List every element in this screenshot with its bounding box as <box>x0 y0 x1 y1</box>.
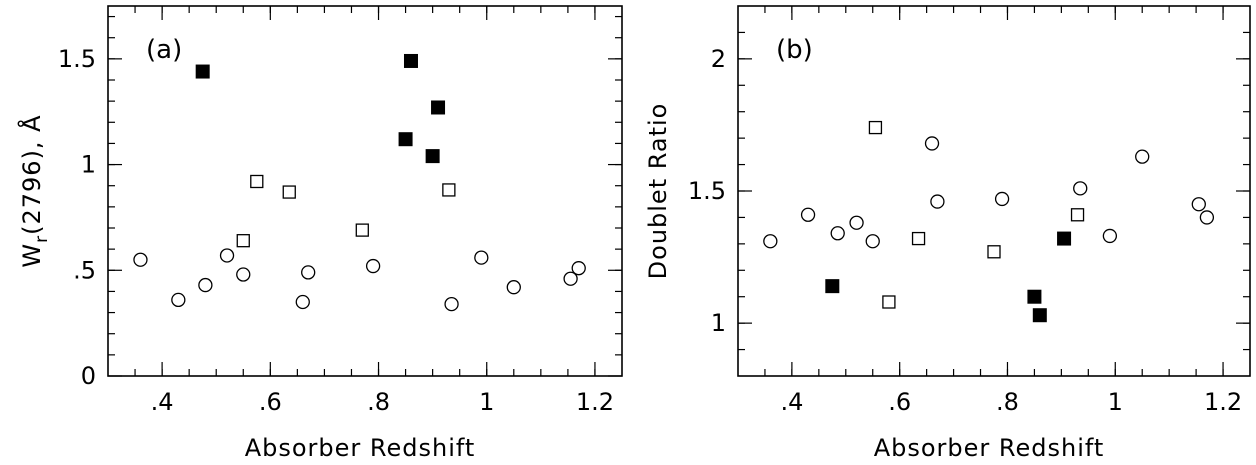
data-point-filled-square <box>431 100 446 115</box>
data-point-open-circle <box>994 191 1010 207</box>
x-tick-label: .4 <box>151 388 174 416</box>
x-tick-label: .4 <box>780 388 803 416</box>
data-point-open-circle <box>563 271 578 286</box>
x-tick-label: 1.2 <box>1204 388 1242 416</box>
x-axis-label: Absorber Redshift <box>874 434 1105 462</box>
plot-frame <box>107 5 623 377</box>
data-point-open-circle <box>1073 181 1088 196</box>
data-point-open-circle <box>444 296 459 312</box>
x-tick-label: .6 <box>888 388 911 416</box>
data-point-open-circle <box>474 250 489 265</box>
panel-label: (b) <box>776 35 813 65</box>
data-point-open-square <box>1070 208 1085 222</box>
data-point-filled-square <box>1027 289 1042 304</box>
y-tick-label: 2 <box>711 45 726 73</box>
data-point-open-circle <box>571 261 586 276</box>
data-point-filled-square <box>1057 231 1072 246</box>
y-axis-label-main: W <box>18 243 46 268</box>
plot-frame <box>737 5 1251 377</box>
data-point-open-square <box>442 183 456 197</box>
data-point-open-circle <box>849 215 864 230</box>
y-tick-label: 1 <box>81 151 96 179</box>
x-axis-label: Absorber Redshift <box>245 434 476 462</box>
data-point-open-circle <box>133 252 148 267</box>
panel-a: .4 .6 .8 1 1.2 0 .5 1 1.5 Absorber Redshift Wr(279… <box>17 5 623 462</box>
data-point-open-square <box>987 245 1001 259</box>
x-tick-label: .8 <box>367 388 390 416</box>
y-tick-label: 1.5 <box>688 177 726 205</box>
data-point-open-square <box>355 223 369 237</box>
y-tick-label: .5 <box>73 256 96 284</box>
data-point-open-circle <box>763 234 778 249</box>
data-point-open-circle <box>1135 149 1150 164</box>
panel-label: (a) <box>146 35 182 65</box>
x-tick-label: 1.2 <box>576 388 614 416</box>
data-point-filled-square <box>1032 308 1047 323</box>
data-point-filled-square <box>825 279 840 294</box>
data-point-open-circle <box>295 294 310 310</box>
data-point-open-circle <box>198 277 213 293</box>
data-point-open-circle <box>506 280 521 295</box>
data-point-open-square <box>882 295 896 309</box>
data-point-open-circle <box>1191 197 1206 212</box>
x-tick-label: .8 <box>996 388 1019 416</box>
y-axis-label-subscript: r <box>32 235 52 243</box>
data-point-open-circle <box>365 258 381 274</box>
data-point-open-circle <box>1199 210 1215 225</box>
x-tick-label: 1 <box>479 388 494 416</box>
data-point-open-square <box>868 120 883 135</box>
data-point-open-square <box>911 231 926 246</box>
data-point-filled-square <box>398 132 413 147</box>
data-point-open-circle <box>219 248 235 263</box>
data-point-open-circle <box>830 226 845 241</box>
y-tick-label: 1.5 <box>58 45 96 73</box>
data-point-open-circle <box>1102 228 1118 244</box>
y-tick-label: 0 <box>81 362 96 390</box>
y-axis-label-rest: (2796), Å <box>17 114 46 234</box>
data-point-open-circle <box>171 292 186 308</box>
data-point-open-circle <box>865 234 880 249</box>
data-point-open-square <box>250 174 264 189</box>
data-point-filled-square <box>403 53 418 68</box>
data-point-open-square <box>282 185 296 199</box>
data-point-filled-square <box>195 64 210 79</box>
x-tick-label: .6 <box>259 388 282 416</box>
data-point-filled-square <box>425 149 440 164</box>
data-point-open-circle <box>236 267 251 282</box>
data-point-open-circle <box>930 194 945 209</box>
panel-b: .4 .6 .8 1 1.2 1 1.5 2 Absorber Redshift Doublet … <box>644 5 1251 462</box>
y-axis-label: Doublet Ratio <box>644 103 672 280</box>
y-axis-label: Wr(2796), Å <box>17 114 52 267</box>
data-point-open-circle <box>301 265 316 280</box>
x-tick-label: 1 <box>1108 388 1123 416</box>
data-point-open-circle <box>924 136 940 151</box>
data-point-open-square <box>236 234 250 248</box>
y-tick-label: 1 <box>711 309 726 337</box>
data-point-open-circle <box>800 207 816 222</box>
